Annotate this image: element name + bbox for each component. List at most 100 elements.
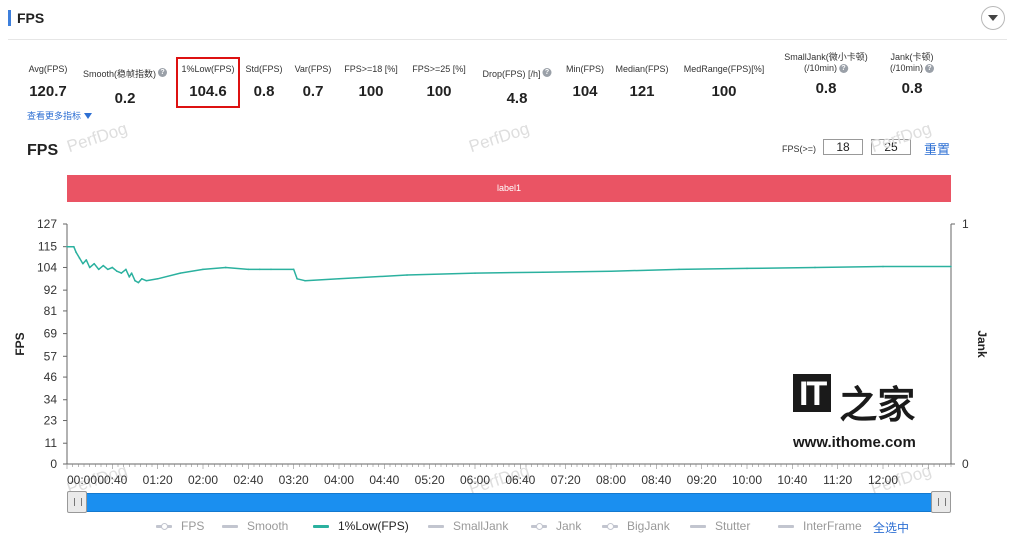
fps-threshold-input-1[interactable]: 18 [823,139,863,155]
data-point [107,268,109,271]
data-point [882,265,884,268]
y-tick-label: 57 [44,349,58,363]
metric-item: Smooth(稳帧指数)? 0.2 [82,64,168,108]
y-tick-label: 81 [44,304,58,318]
y-tick-label: 104 [37,260,57,274]
legend-item[interactable]: 1%Low(FPS) [313,519,409,533]
data-point [145,279,148,282]
help-icon[interactable]: ? [158,68,168,78]
chart-title: FPS [27,142,59,159]
data-point [202,268,204,271]
metric-item: Std(FPS) 0.8 [245,64,282,101]
legend-marker-icon [690,524,706,528]
data-point [156,278,159,280]
metric-value: 100 [711,83,737,100]
x-tick-label: 06:40 [505,473,535,487]
data-point [73,245,75,248]
x-tick-label: 07:20 [551,473,581,487]
x-tick-label: 10:40 [777,473,807,487]
legend-item[interactable]: FPS [156,519,204,533]
select-all-link[interactable]: 全选中 [873,521,910,535]
data-point [292,268,295,271]
data-point [814,266,816,269]
x-tick-label: 08:40 [641,473,671,487]
data-point [746,267,748,270]
data-point [82,262,84,265]
metric-item: Var(FPS) 0.7 [295,64,332,101]
metric-label: Smooth(稳帧指数) [82,69,157,79]
metric-item: Jank(卡顿) (/10min)? 0.8 [890,52,935,98]
x-tick-label: 08:00 [596,473,626,487]
x-tick-label: 01:20 [143,473,173,487]
metric-item: Avg(FPS) 120.7 [29,64,68,101]
metric-unit: (/10min) [803,63,838,73]
legend-item[interactable]: Stutter [690,519,750,533]
metric-value: 0.8 [901,80,923,97]
y-tick-label: 115 [38,240,57,254]
help-icon[interactable]: ? [925,64,935,74]
legend-marker-icon [313,524,329,528]
metric-label: SmallJank(微小卡顿) [784,52,868,62]
y-tick-label: 11 [45,436,58,450]
legend-label: 1%Low(FPS) [338,519,409,533]
data-point [141,278,143,280]
watermark: PerfDog [466,118,532,157]
legend-item[interactable]: BigJank [602,519,670,533]
metric-label: Jank(卡顿) [890,52,934,62]
metric-label: 1%Low(FPS) [181,64,235,74]
data-point [678,268,680,271]
metric-item: Median(FPS) 121 [615,64,668,101]
section-title: FPS [17,10,45,26]
reset-button[interactable]: 重置 [924,142,951,157]
collapse-button[interactable] [981,6,1005,30]
data-point [270,268,272,271]
metric-value: 104.6 [189,83,227,100]
legend-item[interactable]: Smooth [222,519,288,533]
metric-item: Min(FPS) 104 [566,64,604,101]
x-tick-label: 12:00 [868,473,898,487]
help-icon[interactable]: ? [839,64,849,74]
slider-handle-left[interactable] [67,491,87,513]
x-tick-label: 05:20 [415,473,445,487]
data-point [120,272,123,274]
metric-label-unit: (/10min)? [784,63,868,74]
caret-down-icon [83,113,92,119]
fps-chart[interactable]: 0 11 23 34 46 57 69 81 92 104 115 127 0 1 00:00 00:40 01… [0,205,1019,490]
legend-item[interactable]: InterFrame [778,519,862,533]
time-range-slider[interactable] [67,493,951,512]
metric-value: 100 [426,83,452,100]
legend-marker-icon [222,524,238,528]
more-metrics-label: 查看更多指标 [27,111,82,121]
y-tick-label: 0 [50,457,57,471]
slider-handle-right[interactable] [931,491,951,513]
y2-axis-label: Jank [975,330,989,358]
metric-label: Std(FPS) [245,64,283,74]
x-tick-label: 00:40 [97,473,127,487]
x-tick-label: 02:40 [233,473,263,487]
watermark: PerfDog [64,118,130,157]
metric-label: Drop(FPS) [/h] [482,69,541,79]
series-line-0 [67,245,951,284]
legend-label: SmallJank [453,519,509,533]
data-point [406,274,408,276]
metric-value: 0.8 [815,80,837,97]
legend-label: InterFrame [803,519,862,533]
metric-label: FPS>=18 [%] [344,64,398,74]
legend-item[interactable]: Jank [531,519,581,533]
data-point [474,272,476,274]
fps-threshold-input-2[interactable]: 25 [871,139,911,155]
legend-label: BigJank [627,519,670,533]
legend-label: Smooth [247,519,289,533]
data-point [224,266,227,269]
help-icon[interactable]: ? [542,68,552,78]
metric-label: FPS>=25 [%] [412,64,466,74]
legend-item[interactable]: SmallJank [428,519,508,533]
metric-value: 0.8 [253,83,275,100]
data-point [304,279,306,282]
y-tick-label: 92 [44,283,58,297]
legend-marker-icon [778,524,794,528]
more-metrics-link[interactable]: 查看更多指标 [27,109,92,122]
data-point [116,270,118,273]
label-band[interactable]: label1 [67,175,951,202]
data-point [88,266,91,269]
